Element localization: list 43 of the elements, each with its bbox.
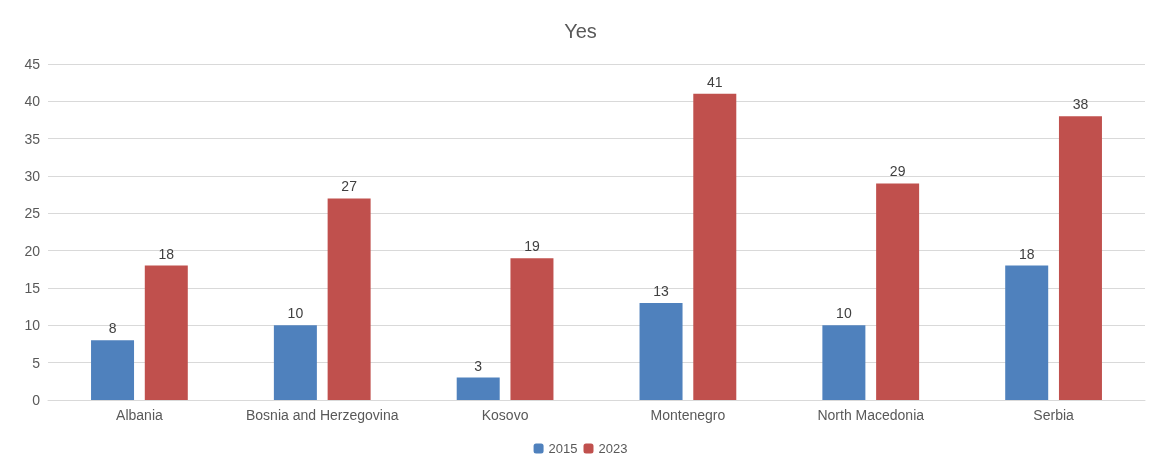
y-tick-label: 10 — [24, 317, 41, 334]
bar — [639, 302, 683, 400]
legend-label: 2023 — [598, 441, 628, 456]
x-tick-label: Bosnia and Herzegovina — [245, 407, 399, 423]
x-tick-label: Montenegro — [650, 407, 726, 423]
bar — [1058, 116, 1102, 400]
bar — [144, 265, 188, 400]
data-label: 10 — [836, 305, 852, 322]
data-label: 10 — [287, 305, 304, 322]
data-label: 29 — [889, 163, 906, 180]
y-tick-label: 0 — [32, 392, 41, 408]
y-tick-label: 15 — [24, 280, 41, 296]
y-tick-label: 30 — [24, 168, 41, 184]
legend-label: 2015 — [548, 441, 578, 456]
data-label: 19 — [524, 238, 540, 255]
data-label: 3 — [474, 357, 483, 374]
chart-title: Yes — [564, 20, 597, 42]
y-tick-label: 45 — [24, 56, 41, 72]
data-label: 18 — [1018, 245, 1035, 262]
bar — [456, 377, 500, 400]
x-tick-label: North Macedonia — [817, 407, 925, 423]
bar — [822, 325, 866, 400]
data-label: 18 — [158, 245, 175, 262]
y-tick-label: 35 — [24, 130, 41, 147]
x-tick-label: Albania — [116, 407, 163, 423]
data-label: 27 — [341, 178, 358, 195]
bar — [91, 340, 135, 400]
x-tick-label: Serbia — [1033, 407, 1075, 423]
bar — [693, 93, 737, 400]
y-tick-label: 40 — [24, 93, 41, 110]
bar — [273, 325, 317, 400]
data-label: 38 — [1072, 96, 1089, 113]
x-tick-label: Kosovo — [481, 407, 529, 423]
y-tick-label: 5 — [32, 354, 41, 371]
y-tick-label: 25 — [24, 205, 41, 222]
bar — [510, 258, 554, 400]
bar — [1005, 265, 1049, 400]
y-tick-label: 20 — [24, 242, 41, 259]
data-label: 13 — [653, 282, 670, 299]
bar — [327, 198, 371, 400]
data-label: 41 — [707, 73, 723, 90]
bar — [876, 183, 920, 400]
data-label: 8 — [108, 320, 117, 337]
